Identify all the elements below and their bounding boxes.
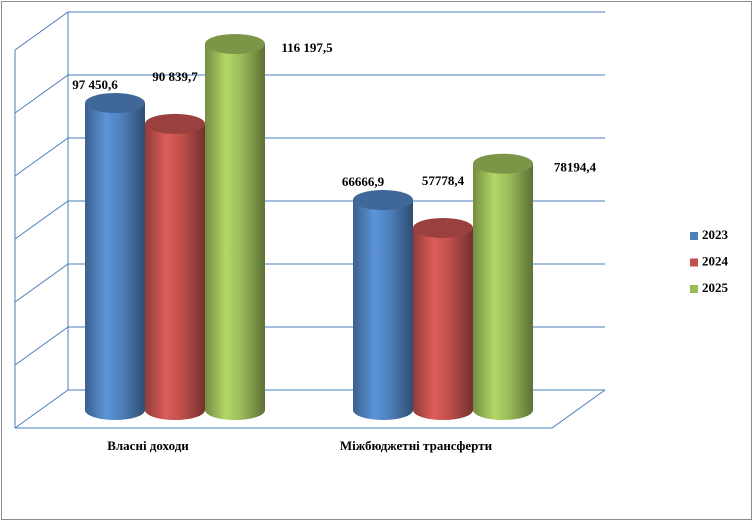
cylinder-body (353, 199, 413, 420)
x-tick-label: Власні доходи (107, 438, 189, 453)
cylinder-top (353, 189, 413, 210)
cylinder (413, 217, 473, 420)
cylinder-top (145, 113, 205, 134)
cylinder (85, 93, 145, 420)
legend-swatch (690, 232, 698, 240)
cylinder (145, 113, 205, 420)
cylinder-top (85, 93, 145, 114)
data-label: 97 450,6 (72, 77, 118, 92)
cylinder-top (413, 217, 473, 238)
x-tick-label: Міжбюджетні трансферти (340, 438, 493, 453)
cylinder (205, 33, 265, 420)
legend-label: 2024 (702, 253, 729, 268)
legend-label: 2025 (702, 280, 729, 295)
data-label: 90 839,7 (152, 69, 198, 84)
cylinder (353, 189, 413, 420)
cylinder-body (413, 227, 473, 420)
data-label: 78194,4 (554, 160, 597, 175)
legend-swatch (690, 258, 698, 267)
cylinder-body (205, 43, 265, 420)
legend-swatch (690, 285, 698, 293)
data-label: 57778,4 (422, 173, 465, 188)
cylinder-top (205, 33, 265, 54)
cylinder-body (473, 163, 533, 421)
cylinder-top (473, 153, 533, 174)
cylinder (473, 153, 533, 421)
data-label: 116 197,5 (281, 40, 333, 55)
data-label: 66666,9 (342, 174, 385, 189)
floor-edge (15, 389, 606, 429)
legend-label: 2023 (702, 227, 729, 242)
cylinder-body (145, 123, 205, 420)
cylinder-body (85, 103, 145, 420)
